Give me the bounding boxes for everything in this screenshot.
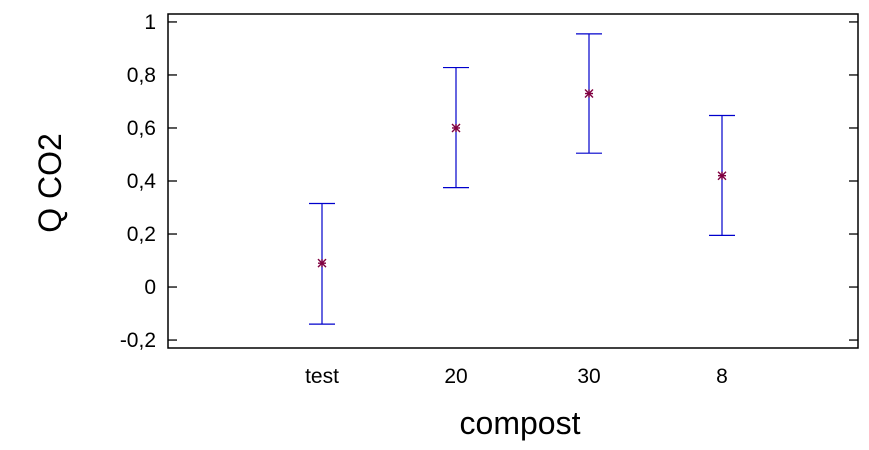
error-bar-group — [309, 202, 335, 325]
y-tick-label: 0,6 — [127, 117, 156, 140]
x-axis-title: compost — [460, 405, 581, 441]
mean-marker — [317, 258, 327, 268]
x-axis-ticks: test 20 30 8 — [305, 365, 728, 388]
x-tick-label: 8 — [716, 365, 728, 388]
data-series — [309, 33, 735, 325]
mean-marker — [451, 123, 461, 133]
y-tick-label: 0 — [144, 276, 156, 299]
x-tick-label: 20 — [444, 365, 467, 388]
error-bar-group — [443, 66, 469, 189]
mean-marker — [584, 89, 594, 99]
mean-marker — [717, 171, 727, 181]
y-tick-label: 1 — [144, 11, 156, 34]
y-tick-label: 0,2 — [127, 223, 156, 246]
x-tick-label: test — [305, 365, 339, 388]
x-tick-label: 30 — [577, 365, 600, 388]
y-tick-label: 0,8 — [127, 64, 156, 87]
y-axis-title: Q CO2 — [32, 133, 68, 233]
marker-stroke — [317, 258, 327, 268]
error-bar-group — [576, 33, 602, 154]
y-axis-ticks: -0,2 0 0,2 0,4 0,6 0,8 1 — [120, 11, 858, 352]
error-bar-group — [709, 114, 735, 236]
marker-stroke — [717, 171, 727, 181]
marker-stroke — [451, 123, 461, 133]
y-tick-label: -0,2 — [120, 329, 156, 352]
plot-frame — [167, 13, 859, 349]
y-tick-label: 0,4 — [127, 170, 157, 193]
marker-stroke — [584, 89, 594, 99]
